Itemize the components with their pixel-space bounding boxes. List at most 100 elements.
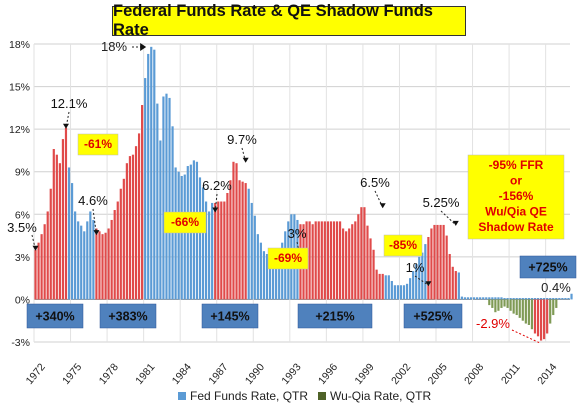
wu-qia-bar — [497, 299, 500, 311]
fed-funds-bar — [369, 238, 372, 300]
fed-funds-bar — [43, 224, 46, 300]
rate-label: 18% — [101, 39, 127, 54]
fed-funds-bar — [476, 297, 479, 300]
fed-funds-bar — [125, 163, 128, 300]
wu-qia-bar — [543, 299, 546, 340]
fed-funds-bar — [418, 256, 421, 300]
fed-funds-bar — [278, 251, 281, 300]
callout-arrowhead — [452, 220, 459, 226]
fed-funds-bar — [491, 297, 494, 300]
fed-funds-bar — [241, 181, 244, 300]
gain-label: +145% — [210, 310, 249, 324]
x-tick-label: 1996 — [316, 361, 340, 387]
fed-funds-bar — [421, 252, 424, 300]
fed-funds-bar — [64, 127, 68, 300]
rate-label: 6.2% — [202, 178, 232, 193]
rate-label: 3% — [288, 226, 307, 241]
x-tick-label: 1975 — [60, 361, 84, 387]
fed-funds-bar — [147, 53, 150, 300]
fed-funds-bar — [381, 273, 384, 300]
fed-funds-bar — [436, 224, 439, 300]
y-tick-label: 12% — [9, 124, 30, 136]
fed-funds-bar — [469, 297, 473, 300]
gain-label: +340% — [35, 310, 74, 324]
wu-qia-bar — [527, 299, 530, 325]
fed-funds-bar — [247, 188, 250, 300]
callout-arrowhead — [242, 157, 249, 163]
fed-funds-bar — [338, 221, 342, 300]
decline-label-box — [267, 247, 309, 270]
x-tick-label: 1987 — [206, 361, 230, 387]
x-tick-label: 1993 — [279, 361, 303, 387]
fed-funds-bar — [354, 221, 357, 300]
fed-funds-bar — [256, 234, 259, 300]
rate-label: -2.9% — [476, 316, 510, 331]
fed-funds-bar — [521, 298, 524, 300]
fed-funds-bar — [110, 219, 113, 300]
decline-label: -69% — [274, 251, 302, 265]
x-tick-label: 1984 — [170, 361, 194, 387]
fed-funds-bar — [479, 297, 482, 300]
gain-label: +725% — [528, 261, 567, 275]
decline-label: -85% — [389, 238, 417, 252]
legend-label: Fed Funds Rate, QTR — [190, 389, 308, 403]
fed-funds-bar — [265, 254, 269, 300]
fed-funds-bar — [168, 97, 171, 300]
decline-label-box — [163, 211, 207, 234]
decline-label: -95% FFR — [489, 158, 544, 172]
y-tick-label: 6% — [15, 209, 30, 221]
fed-funds-bar — [384, 275, 387, 300]
fed-funds-bar — [509, 298, 512, 300]
fed-funds-bar — [472, 297, 476, 300]
fed-funds-bar — [198, 177, 202, 300]
rate-label: 12.1% — [51, 96, 88, 111]
decline-label: Wu/Qia QE — [485, 205, 547, 219]
fed-funds-bar — [558, 298, 561, 300]
fed-funds-bar — [262, 251, 266, 300]
fed-funds-bar — [61, 139, 65, 300]
x-tick-label: 2005 — [426, 361, 450, 387]
fed-funds-bar — [70, 183, 74, 300]
fed-funds-bar — [95, 228, 98, 300]
fed-funds-bar — [335, 221, 339, 300]
x-tick-label: 1981 — [133, 361, 157, 387]
y-tick-label: 3% — [15, 252, 30, 264]
wu-qia-bar — [530, 299, 534, 330]
fed-funds-bar — [512, 298, 515, 300]
fed-funds-bar — [37, 242, 40, 300]
fed-funds-bar — [345, 231, 348, 300]
fed-funds-bar — [259, 242, 262, 300]
fed-funds-bar — [387, 275, 390, 300]
fed-funds-bar — [217, 201, 220, 300]
fed-funds-bar — [220, 201, 223, 300]
fed-funds-bar — [104, 232, 107, 300]
decline-label: or — [510, 174, 522, 188]
fed-funds-bar — [546, 298, 549, 300]
fed-funds-bar — [415, 263, 418, 300]
wu-qia-bar — [536, 299, 540, 337]
rate-label: 6.5% — [360, 175, 390, 190]
callout-arrowhead — [425, 281, 432, 287]
fed-funds-bar — [55, 154, 58, 300]
fed-funds-bar — [253, 215, 256, 300]
gain-label: +525% — [413, 310, 452, 324]
wu-qia-bar — [549, 299, 552, 324]
fed-funds-bar — [567, 298, 570, 300]
fed-funds-bar — [445, 235, 448, 300]
fed-funds-bar — [92, 219, 95, 300]
wu-qia-bar — [488, 299, 491, 306]
fed-funds-bar — [80, 225, 83, 300]
fed-funds-bar — [271, 256, 275, 300]
fed-funds-bar — [238, 180, 241, 300]
legend-swatch-fed — [178, 392, 186, 400]
fed-funds-bar — [98, 231, 101, 300]
fed-funds-bar — [549, 298, 552, 300]
wu-qia-bar — [546, 299, 549, 334]
legend-label: Wu-Qia Rate, QTR — [330, 389, 431, 403]
fed-funds-bar — [536, 298, 540, 300]
fed-funds-bar — [533, 298, 537, 300]
x-tick-label: 2011 — [499, 361, 523, 386]
callout-arrowhead — [212, 207, 219, 213]
fed-funds-bar — [497, 297, 500, 300]
fed-funds-bar — [539, 298, 543, 300]
